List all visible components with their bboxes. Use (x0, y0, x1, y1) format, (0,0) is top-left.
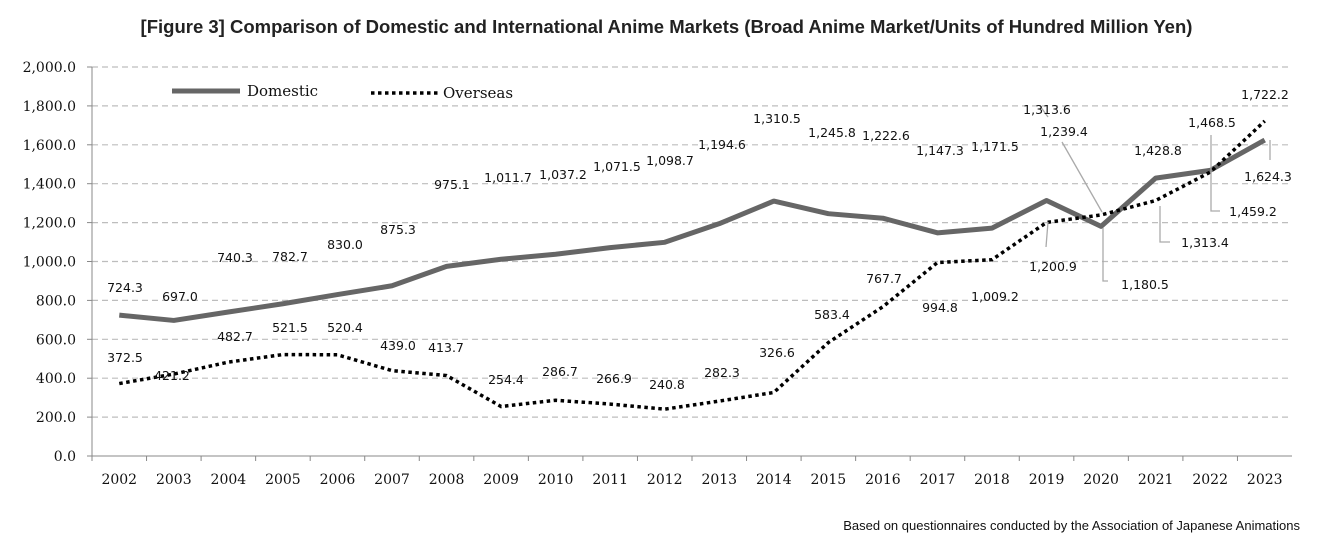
y-tick-label: 800.0 (36, 293, 76, 309)
x-tick-label: 2011 (592, 472, 628, 488)
x-tick-label: 2023 (1247, 472, 1283, 488)
data-label-domestic: 1,222.6 (862, 128, 910, 143)
source-note: Based on questionnaires conducted by the… (843, 518, 1300, 533)
data-label-overseas: 413.7 (428, 340, 464, 355)
x-tick-label: 2003 (156, 472, 192, 488)
data-label-overseas: 282.3 (704, 365, 740, 380)
y-tick-label: 600.0 (36, 332, 76, 348)
x-tick-label: 2013 (701, 472, 737, 488)
x-tick-label: 2016 (865, 472, 901, 488)
data-label-overseas: 1,200.9 (1029, 259, 1077, 274)
data-label-overseas: 1,459.2 (1229, 204, 1277, 219)
data-label-overseas: 266.9 (596, 371, 632, 386)
data-label-domestic: 740.3 (217, 250, 253, 265)
data-label-overseas: 1,239.4 (1040, 124, 1088, 139)
x-tick-label: 2004 (211, 472, 247, 488)
data-label-overseas: 767.7 (866, 271, 902, 286)
data-label-overseas: 372.5 (107, 350, 143, 365)
x-tick-label: 2002 (101, 472, 137, 488)
data-label-domestic: 1,037.2 (539, 167, 587, 182)
data-label-overseas: 1,313.4 (1181, 235, 1229, 250)
x-tick-label: 2006 (320, 472, 356, 488)
data-label-domestic: 1,428.8 (1134, 143, 1182, 158)
data-label-overseas: 482.7 (217, 329, 253, 344)
data-label-overseas: 240.8 (649, 377, 685, 392)
x-tick-label: 2010 (538, 472, 574, 488)
data-label-overseas: 994.8 (922, 300, 958, 315)
data-label-domestic: 1,011.7 (484, 170, 532, 185)
x-tick-label: 2020 (1083, 472, 1119, 488)
data-label-domestic: 1,313.6 (1023, 102, 1071, 117)
data-label-overseas: 439.0 (380, 338, 416, 353)
data-label-overseas: 286.7 (542, 364, 578, 379)
x-tick-label: 2022 (1192, 472, 1228, 488)
data-label-domestic: 1,310.5 (753, 111, 801, 126)
data-label-domestic: 975.1 (434, 177, 470, 192)
x-tick-label: 2014 (756, 472, 792, 488)
y-tick-label: 2,000.0 (23, 60, 76, 76)
data-label-overseas: 254.4 (488, 372, 524, 387)
x-tick-label: 2018 (974, 472, 1010, 488)
leader-line (1210, 135, 1220, 212)
data-label-overseas: 583.4 (814, 307, 850, 322)
y-tick-label: 1,600.0 (23, 138, 76, 154)
x-tick-label: 2017 (920, 472, 956, 488)
data-label-overseas: 521.5 (272, 320, 308, 335)
series-line-domestic (119, 137, 1266, 323)
data-label-domestic: 1,171.5 (971, 139, 1019, 154)
data-label-overseas: 421.2 (154, 368, 190, 383)
x-tick-label: 2021 (1138, 472, 1174, 488)
x-tick-label: 2009 (483, 472, 519, 488)
y-tick-label: 1,400.0 (23, 177, 76, 193)
x-tick-label: 2019 (1029, 472, 1065, 488)
leader-line (1061, 141, 1103, 213)
leader-line (1159, 206, 1170, 243)
data-label-domestic: 724.3 (107, 280, 143, 295)
data-label-overseas: 520.4 (327, 320, 363, 335)
legend-label-overseas: Overseas (443, 84, 513, 102)
x-tick-label: 2008 (429, 472, 465, 488)
data-label-domestic: 697.0 (162, 289, 198, 304)
data-label-overseas: 1,722.2 (1241, 87, 1289, 102)
x-tick-label: 2015 (811, 472, 847, 488)
leader-line (1039, 105, 1049, 118)
leader-line (1102, 228, 1108, 282)
data-label-domestic: 1,147.3 (916, 143, 964, 158)
chart-title: [Figure 3] Comparison of Domestic and In… (140, 16, 1193, 37)
x-tick-label: 2007 (374, 472, 410, 488)
y-tick-label: 0.0 (54, 449, 76, 465)
data-label-domestic: 1,468.5 (1188, 115, 1236, 130)
data-label-overseas: 1,009.2 (971, 289, 1019, 304)
data-label-domestic: 1,245.8 (808, 125, 856, 140)
data-label-domestic: 782.7 (272, 249, 308, 264)
leader-line (1045, 221, 1049, 248)
y-tick-label: 1,800.0 (23, 99, 76, 115)
data-label-domestic: 1,071.5 (593, 159, 641, 174)
data-label-domestic: 1,194.6 (698, 137, 746, 152)
y-tick-label: 200.0 (36, 410, 76, 426)
x-tick-label: 2005 (265, 472, 301, 488)
data-label-overseas: 326.6 (759, 345, 795, 360)
data-label-domestic: 1,098.7 (646, 153, 694, 168)
data-label-domestic: 830.0 (327, 237, 363, 252)
legend-label-domestic: Domestic (247, 82, 318, 100)
y-tick-label: 400.0 (36, 371, 76, 387)
y-tick-label: 1,000.0 (23, 255, 76, 271)
data-label-domestic: 875.3 (380, 222, 416, 237)
x-tick-label: 2012 (647, 472, 683, 488)
data-label-domestic: 1,180.5 (1121, 277, 1169, 292)
y-tick-label: 1,200.0 (23, 216, 76, 232)
data-label-domestic: 1,624.3 (1244, 169, 1292, 184)
